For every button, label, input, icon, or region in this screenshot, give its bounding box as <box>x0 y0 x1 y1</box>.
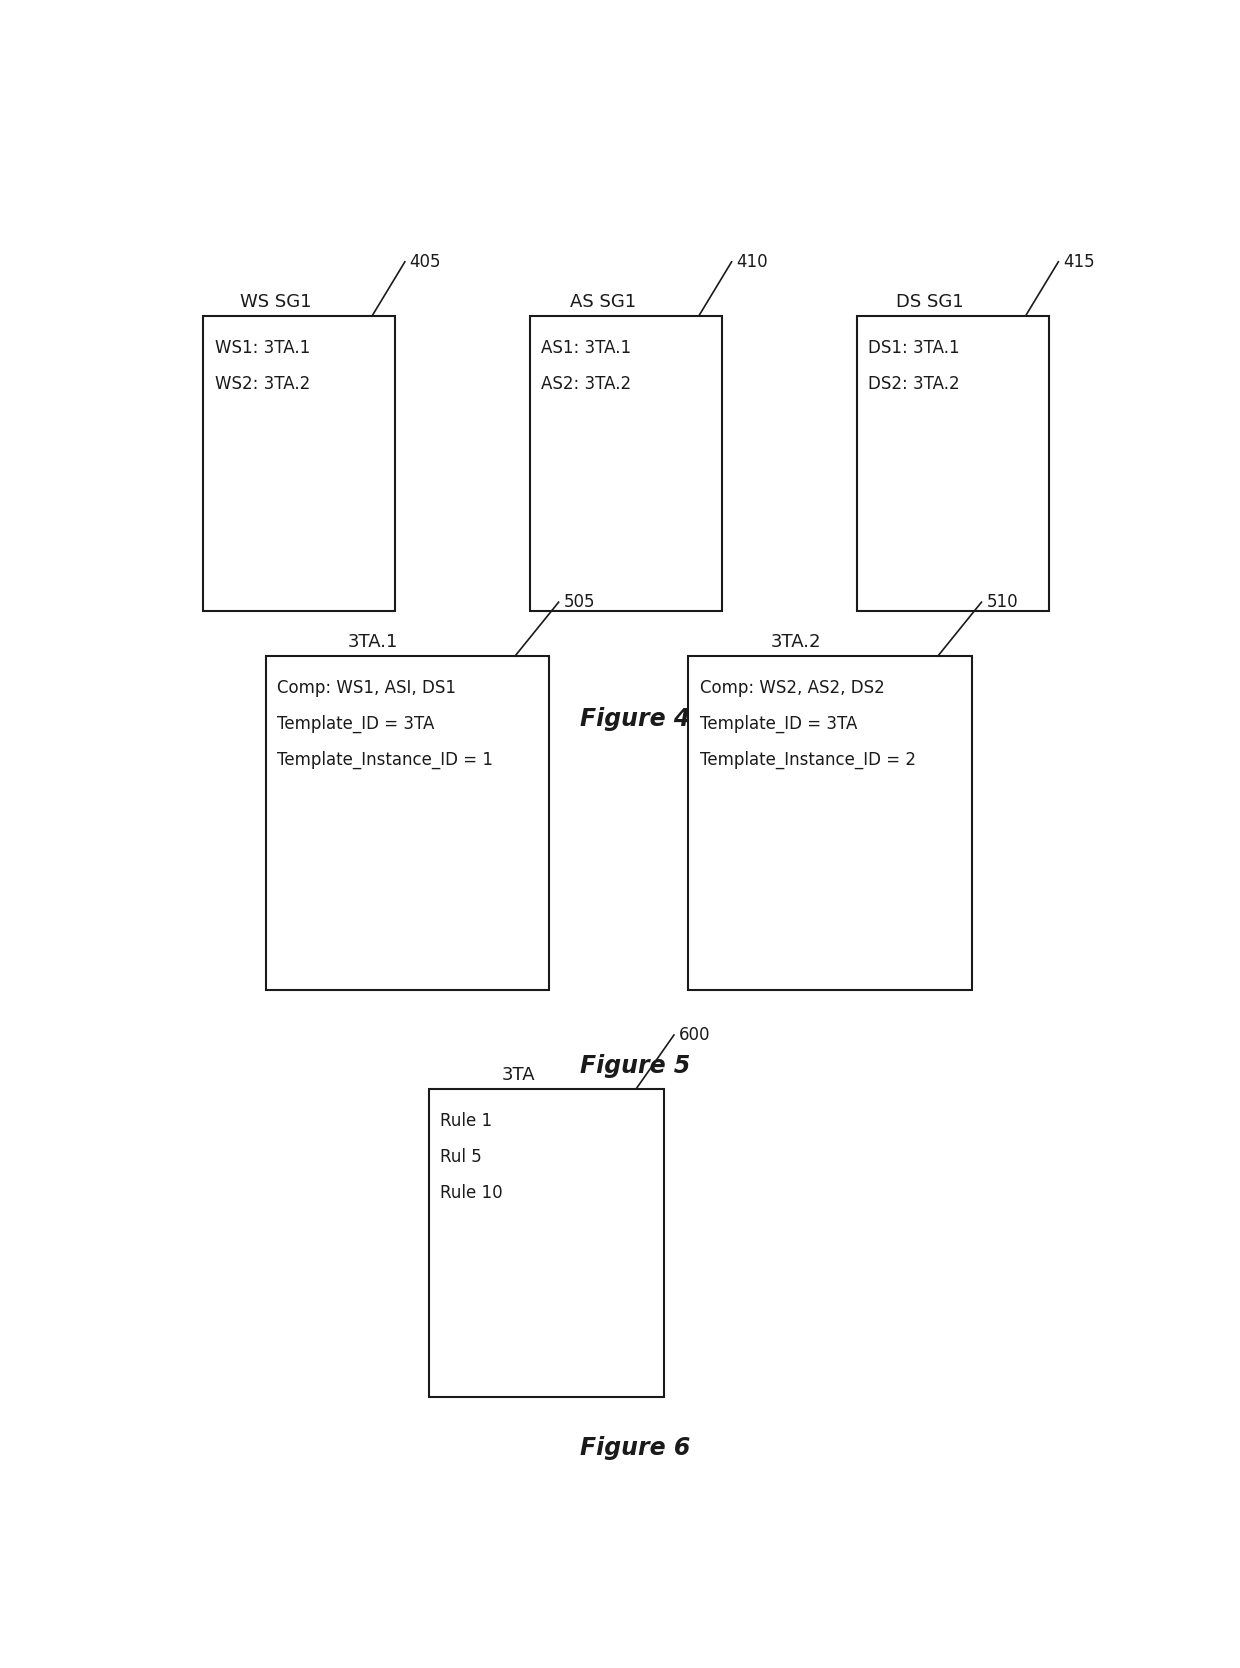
Text: 600: 600 <box>678 1026 711 1044</box>
Text: Figure 4: Figure 4 <box>580 707 691 732</box>
Text: Rule 1: Rule 1 <box>440 1113 492 1129</box>
Text: Template_ID = 3TA: Template_ID = 3TA <box>699 716 857 734</box>
Text: AS SG1: AS SG1 <box>569 292 636 310</box>
Bar <box>265 656 549 991</box>
Bar <box>688 656 972 991</box>
Text: Template_ID = 3TA: Template_ID = 3TA <box>277 716 434 734</box>
Text: WS1: 3TA.1: WS1: 3TA.1 <box>215 339 310 357</box>
Text: WS SG1: WS SG1 <box>241 292 311 310</box>
Text: Comp: WS2, AS2, DS2: Comp: WS2, AS2, DS2 <box>699 679 884 697</box>
Bar <box>857 315 1049 610</box>
Text: Template_Instance_ID = 2: Template_Instance_ID = 2 <box>699 751 916 769</box>
Text: 505: 505 <box>563 594 595 610</box>
Text: 415: 415 <box>1063 254 1095 270</box>
Text: Rul 5: Rul 5 <box>440 1148 482 1166</box>
Text: 3TA.2: 3TA.2 <box>771 632 821 651</box>
Text: 510: 510 <box>986 594 1018 610</box>
Text: Figure 5: Figure 5 <box>580 1054 691 1078</box>
Text: Comp: WS1, ASI, DS1: Comp: WS1, ASI, DS1 <box>277 679 456 697</box>
Text: DS SG1: DS SG1 <box>895 292 963 310</box>
Text: 3TA.1: 3TA.1 <box>348 632 398 651</box>
Bar <box>429 1089 665 1398</box>
Bar <box>529 315 722 610</box>
Text: Template_Instance_ID = 1: Template_Instance_ID = 1 <box>277 751 494 769</box>
Text: Rule 10: Rule 10 <box>440 1184 503 1203</box>
Text: AS1: 3TA.1: AS1: 3TA.1 <box>542 339 631 357</box>
Text: 3TA: 3TA <box>501 1066 536 1084</box>
Text: 405: 405 <box>409 254 441 270</box>
Text: 410: 410 <box>737 254 768 270</box>
Text: WS2: 3TA.2: WS2: 3TA.2 <box>215 375 310 394</box>
Text: Figure 6: Figure 6 <box>580 1436 691 1460</box>
Text: DS1: 3TA.1: DS1: 3TA.1 <box>868 339 960 357</box>
Text: AS2: 3TA.2: AS2: 3TA.2 <box>542 375 631 394</box>
Bar <box>203 315 396 610</box>
Text: DS2: 3TA.2: DS2: 3TA.2 <box>868 375 960 394</box>
